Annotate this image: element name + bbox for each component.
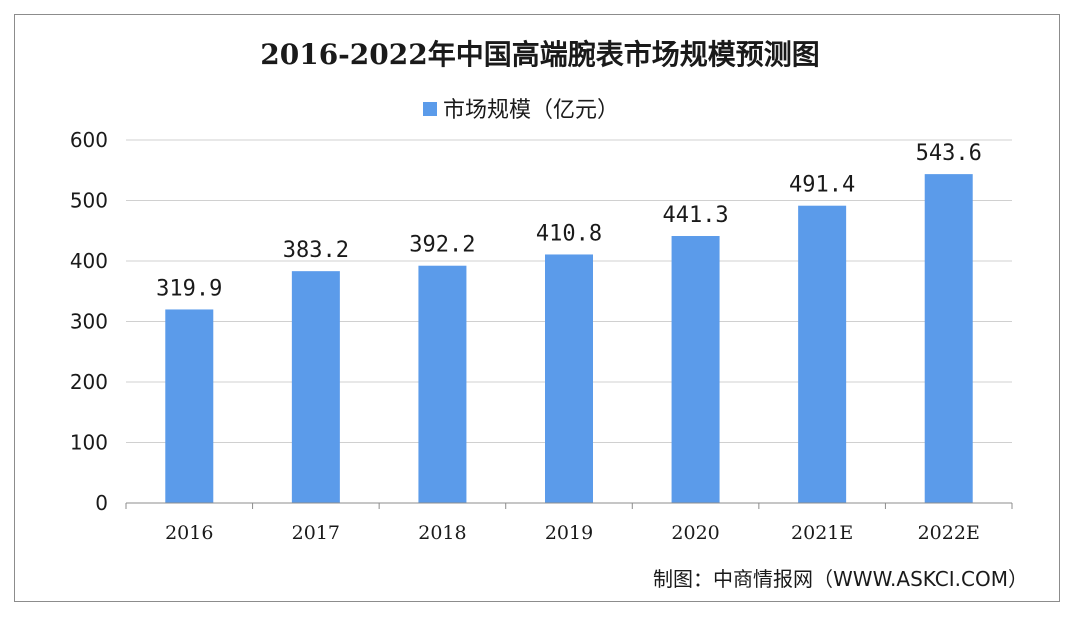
y-tick-label: 400	[70, 249, 108, 273]
y-tick-label: 500	[70, 189, 108, 213]
value-labels: 319.9 383.2 392.2 410.8 441.3 491.4 543.6	[156, 141, 982, 301]
x-tick-label: 2016	[165, 522, 213, 544]
legend-label: 市场规模（亿元）	[443, 98, 619, 123]
bar-2019	[545, 254, 593, 503]
y-tick-label: 100	[70, 431, 108, 455]
value-label: 491.4	[789, 173, 855, 198]
legend-swatch	[423, 102, 437, 116]
bar-2018	[418, 265, 467, 503]
bars	[165, 174, 973, 504]
value-label: 383.2	[283, 238, 349, 263]
y-axis-ticks: 0 100 200 300 400 500 600	[70, 128, 108, 515]
y-tick-label: 600	[70, 128, 108, 152]
y-tick-label: 200	[70, 370, 108, 394]
gridlines	[126, 139, 1012, 443]
x-tick-label: 2018	[418, 522, 466, 544]
y-tick-label: 0	[95, 491, 108, 515]
x-tick-label: 2022E	[918, 522, 980, 544]
x-tick-label: 2019	[545, 522, 593, 544]
y-tick-label: 300	[70, 310, 108, 334]
source-note: 制图：中商情报网（WWW.ASKCI.COM）	[653, 567, 1028, 591]
bar-2021E	[798, 205, 847, 503]
x-tick-label: 2017	[292, 522, 340, 544]
bar-2017	[291, 271, 340, 503]
bar-2016	[165, 309, 214, 503]
value-label: 410.8	[536, 221, 602, 246]
x-tick-label: 2020	[671, 522, 719, 544]
x-tick-label: 2021E	[791, 522, 853, 544]
value-label: 392.2	[409, 233, 475, 258]
value-label: 319.9	[156, 276, 222, 301]
bar-2022E	[924, 174, 973, 503]
bar-2020	[671, 236, 720, 504]
value-label: 441.3	[662, 203, 728, 228]
legend: 市场规模（亿元）	[423, 98, 619, 123]
value-label: 543.6	[916, 141, 982, 166]
x-axis-ticks: 2016 2017 2018 2019 2020 2021E 2022E	[125, 503, 1013, 544]
chart-title: 2016-2022年中国高端腕表市场规模预测图	[260, 38, 819, 71]
